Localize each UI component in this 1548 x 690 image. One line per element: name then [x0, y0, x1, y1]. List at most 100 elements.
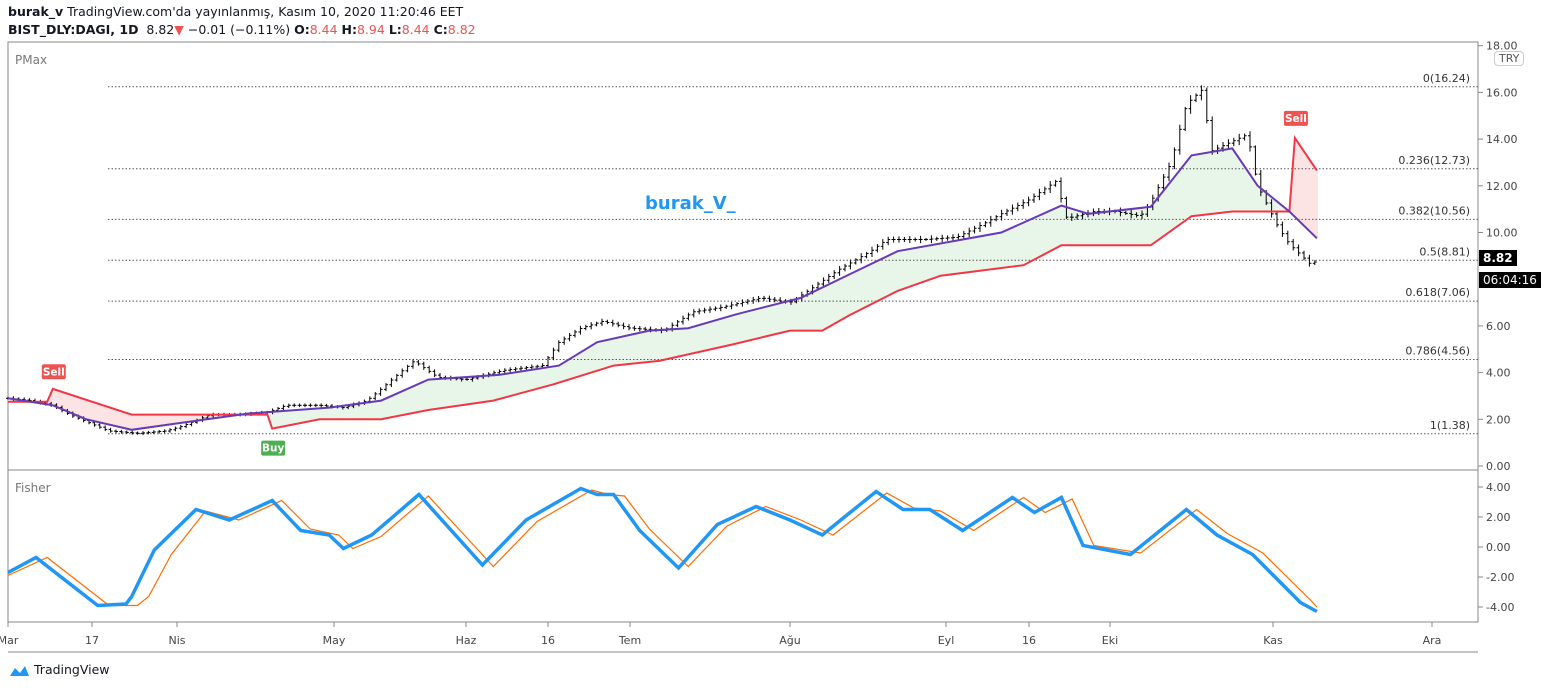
trend-fill — [882, 257, 884, 299]
trend-fill — [78, 397, 80, 417]
tradingview-logo[interactable]: TradingView — [8, 662, 110, 677]
trend-fill — [884, 256, 886, 298]
trend-fill — [300, 409, 302, 424]
fisher-y-tick-label: 0.00 — [1486, 541, 1511, 554]
trend-fill — [976, 236, 978, 272]
trend-fill — [430, 379, 432, 410]
trend-fill — [356, 403, 358, 420]
trend-fill — [290, 410, 292, 426]
trend-fill — [806, 294, 808, 331]
trend-fill — [692, 326, 694, 354]
trend-fill — [512, 372, 514, 396]
trend-fill — [124, 412, 126, 429]
trend-fill — [1220, 150, 1222, 213]
trend-fill — [798, 298, 800, 331]
trend-fill — [482, 375, 484, 403]
trend-fill — [710, 321, 712, 350]
trend-fill — [66, 393, 68, 412]
trend-fill — [844, 276, 846, 319]
trend-fill — [1202, 153, 1204, 215]
trend-fill — [516, 371, 518, 395]
trend-fill — [1230, 148, 1232, 212]
trend-fill — [510, 372, 512, 397]
trend-fill — [1090, 213, 1092, 246]
trend-fill — [434, 379, 436, 410]
trend-fill — [376, 401, 378, 420]
trend-fill — [1030, 218, 1032, 262]
trend-fill — [1056, 207, 1058, 249]
trend-fill — [1088, 213, 1090, 246]
trend-fill — [1244, 165, 1246, 212]
low-value: 8.44 — [401, 22, 430, 37]
trend-fill — [578, 352, 580, 377]
trend-fill — [736, 313, 738, 344]
trend-fill — [1074, 209, 1076, 246]
trend-fill — [766, 306, 768, 337]
trend-fill — [870, 263, 872, 305]
trend-fill — [60, 391, 62, 410]
open-label: O: — [294, 22, 310, 37]
trend-fill — [94, 402, 96, 422]
trend-fill — [820, 287, 822, 331]
trend-fill — [616, 337, 618, 366]
trend-fill — [278, 411, 280, 428]
trend-fill — [754, 309, 756, 340]
trend-fill — [532, 369, 534, 391]
trend-fill — [136, 414, 138, 430]
trend-fill — [468, 376, 470, 405]
x-tick-label: 16 — [541, 634, 555, 647]
trend-fill — [96, 403, 98, 422]
trend-fill — [906, 249, 908, 288]
trend-fill — [1240, 159, 1242, 212]
published-text: TradingView.com'da yayınlanmış, Kasım 10… — [67, 4, 464, 19]
trend-fill — [642, 331, 644, 363]
trend-fill — [620, 336, 622, 365]
trend-fill — [1210, 151, 1212, 215]
trend-fill — [848, 274, 850, 317]
trend-fill — [596, 342, 598, 372]
trend-fill — [160, 414, 162, 426]
trend-fill — [822, 286, 824, 331]
trend-fill — [580, 351, 582, 377]
sell-signal-label: Sell — [43, 366, 65, 378]
trend-fill — [406, 388, 408, 415]
trend-fill — [52, 389, 54, 406]
trend-fill — [418, 383, 420, 412]
trend-fill — [128, 413, 130, 430]
trend-fill — [738, 313, 740, 344]
trend-fill — [1250, 174, 1252, 212]
trend-fill — [752, 309, 754, 340]
trend-fill — [850, 273, 852, 315]
trend-fill — [184, 414, 186, 423]
trend-fill — [796, 298, 798, 331]
trend-fill — [152, 414, 154, 427]
trend-fill — [1310, 160, 1312, 234]
y-tick-label: 18.00 — [1486, 40, 1518, 53]
trend-fill — [486, 375, 488, 402]
trend-fill — [354, 404, 356, 420]
trend-fill — [110, 407, 112, 426]
trend-fill — [334, 406, 336, 420]
trend-fill — [102, 404, 104, 424]
trend-fill — [272, 411, 274, 429]
trend-fill — [1132, 208, 1134, 246]
trend-fill — [54, 389, 56, 407]
fisher-y-tick-label: 4.00 — [1486, 481, 1511, 494]
trend-fill — [494, 375, 496, 401]
trend-fill — [1156, 197, 1158, 242]
trend-fill — [1154, 200, 1156, 244]
trend-fill — [622, 336, 624, 365]
trend-fill — [1086, 213, 1088, 246]
trend-fill — [918, 247, 920, 284]
trend-fill — [874, 261, 876, 303]
trend-fill — [332, 406, 334, 420]
trend-fill — [400, 391, 402, 416]
currency-button[interactable]: TRY — [1494, 51, 1525, 66]
bar-countdown: 06:04:16 — [1479, 272, 1541, 288]
trend-fill — [726, 316, 728, 346]
fib-level-label: 0.786(4.56) — [1405, 345, 1470, 358]
trend-fill — [524, 370, 526, 393]
down-arrow-icon: ▼ — [174, 22, 184, 37]
trend-fill — [888, 254, 890, 296]
